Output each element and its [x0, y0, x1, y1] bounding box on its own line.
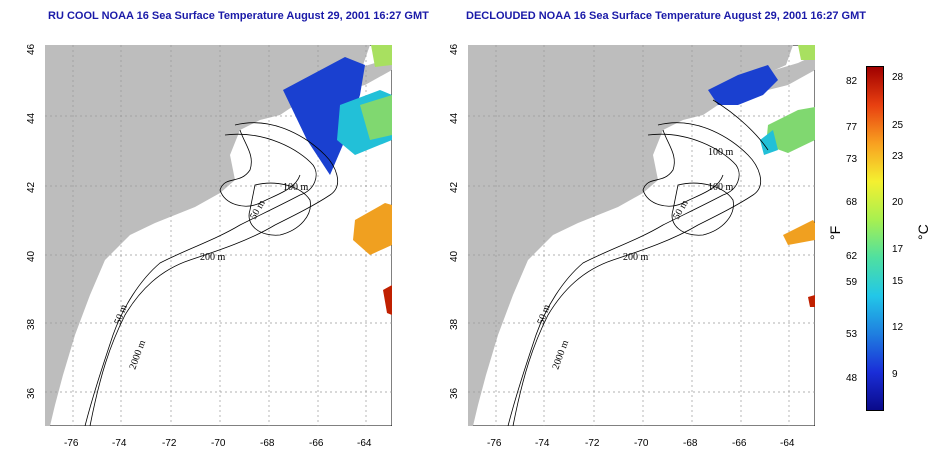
contour-label-100m: 100 m [708, 182, 734, 193]
colorbar-unit-c: °C [915, 224, 931, 240]
colorbar-f-tick: 53 [846, 329, 858, 340]
sst-patch-cyan [760, 130, 778, 155]
sst-patch-red [808, 295, 815, 307]
lon-tick-left: -68 [260, 438, 275, 449]
right-map-title: DECLOUDED NOAA 16 Sea Surface Temperatur… [466, 10, 866, 22]
colorbar-c-tick: 20 [892, 197, 904, 208]
lat-tick-left: 40 [26, 250, 37, 262]
lon-tick-right: -68 [683, 438, 698, 449]
colorbar-c-tick: 23 [892, 151, 904, 162]
left-map-title: RU COOL NOAA 16 Sea Surface Temperature … [48, 10, 429, 22]
lat-tick-left: 46 [26, 43, 37, 55]
bathymetry-contours [84, 122, 339, 426]
lon-tick-right: -66 [732, 438, 747, 449]
contour-label-200m: 200 m [623, 252, 649, 263]
lat-tick-right: 38 [449, 318, 460, 330]
lon-tick-right: -64 [780, 438, 795, 449]
lat-tick-right: 40 [449, 250, 460, 262]
lat-tick-right: 36 [449, 387, 460, 399]
colorbar-c-tick: 25 [892, 120, 904, 131]
colorbar-f-tick: 73 [846, 154, 858, 165]
colorbar-f-tick: 77 [846, 122, 858, 133]
lon-tick-right: -72 [585, 438, 600, 449]
right-map-svg: 100 m 100 m 50 m 200 m 50 m 2000 m [468, 45, 815, 426]
sst-patch-warm [353, 203, 392, 255]
contour-label-100m: 100 m [283, 182, 309, 193]
lat-tick-left: 38 [26, 318, 37, 330]
lon-tick-right: -76 [487, 438, 502, 449]
colorbar-f-tick: 62 [846, 251, 858, 262]
lat-tick-right: 42 [449, 181, 460, 193]
land-mass [45, 45, 370, 426]
sst-swath-blue [283, 57, 365, 175]
lon-tick-left: -66 [309, 438, 324, 449]
colorbar-c-tick: 28 [892, 72, 904, 83]
sst-patch-top-green [798, 45, 815, 60]
lat-tick-left: 44 [26, 112, 37, 124]
sst-patch-green [371, 45, 392, 67]
sst-patch-red [383, 285, 392, 315]
bathymetry-contours [507, 99, 769, 426]
colorbar-f-tick: 68 [846, 197, 858, 208]
sst-swath-green [360, 95, 392, 140]
colorbar-c-tick: 12 [892, 322, 904, 333]
colorbar-f-tick: 82 [846, 76, 858, 87]
right-sst-map: 100 m 100 m 50 m 200 m 50 m 2000 m [468, 45, 815, 426]
lon-tick-left: -64 [357, 438, 372, 449]
land-mass [468, 45, 793, 426]
colorbar-c-tick: 15 [892, 276, 904, 287]
colorbar-c-tick: 9 [892, 369, 898, 380]
colorbar-f-tick: 48 [846, 373, 858, 384]
lon-tick-left: -76 [64, 438, 79, 449]
lat-tick-left: 36 [26, 387, 37, 399]
temperature-colorbar [866, 66, 884, 411]
lat-tick-right: 44 [449, 112, 460, 124]
lon-tick-right: -70 [634, 438, 649, 449]
contour-label-100m-north: 100 m [708, 147, 734, 158]
colorbar-unit-f: °F [827, 226, 843, 240]
contour-label-200m: 200 m [200, 252, 226, 263]
sst-patch-blue [708, 65, 778, 105]
lon-tick-left: -72 [162, 438, 177, 449]
colorbar-f-tick: 59 [846, 277, 858, 288]
sst-patch-warm [783, 220, 815, 245]
lat-tick-left: 42 [26, 181, 37, 193]
lon-tick-left: -74 [112, 438, 127, 449]
sst-patch-green [766, 107, 815, 153]
lon-tick-right: -74 [535, 438, 550, 449]
colorbar-c-tick: 17 [892, 244, 904, 255]
lon-tick-left: -70 [211, 438, 226, 449]
left-map-svg: 100 m 50 m 200 m 50 m 2000 m [45, 45, 392, 426]
left-sst-map: 100 m 50 m 200 m 50 m 2000 m [45, 45, 392, 426]
lat-tick-right: 46 [449, 43, 460, 55]
